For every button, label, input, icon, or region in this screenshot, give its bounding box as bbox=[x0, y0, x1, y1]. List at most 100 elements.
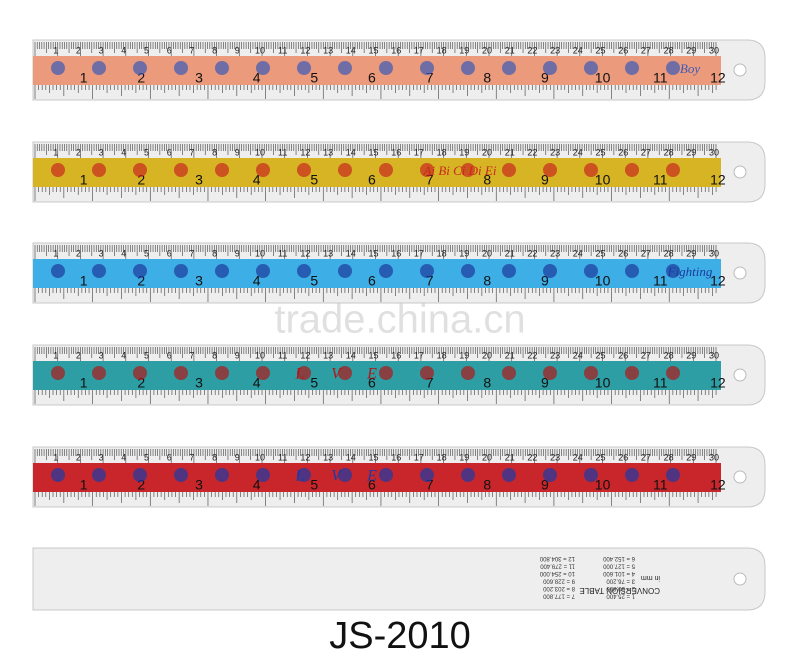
inch-label: 12 bbox=[710, 172, 726, 188]
cm-label: 21 bbox=[505, 350, 515, 360]
hang-hole bbox=[733, 63, 747, 77]
decor-icon bbox=[461, 468, 475, 482]
cm-label: 26 bbox=[618, 350, 628, 360]
conversion-title: CONVERSION TABLE bbox=[579, 586, 660, 595]
inch-label: 10 bbox=[595, 172, 611, 188]
inch-label: 7 bbox=[426, 172, 434, 188]
cm-label: 29 bbox=[686, 452, 696, 462]
decor-icon bbox=[543, 468, 557, 482]
inch-label: 11 bbox=[653, 172, 668, 188]
decor-icon bbox=[379, 163, 393, 177]
cm-label: 16 bbox=[391, 248, 401, 258]
cm-label: 7 bbox=[189, 45, 194, 55]
decor-icon bbox=[92, 61, 106, 75]
cm-label: 27 bbox=[641, 248, 651, 258]
cm-label: 25 bbox=[595, 452, 605, 462]
cm-label: 26 bbox=[618, 452, 628, 462]
cm-label: 19 bbox=[459, 452, 469, 462]
cm-label: 19 bbox=[459, 147, 469, 157]
cm-label: 6 bbox=[167, 147, 172, 157]
conversion-row: 12 = 304.800 bbox=[539, 555, 575, 561]
decor-icon bbox=[584, 264, 598, 278]
decor-word: L bbox=[295, 366, 305, 383]
decor-icon bbox=[338, 163, 352, 177]
hang-hole bbox=[733, 470, 747, 484]
cm-label: 10 bbox=[255, 147, 265, 157]
cm-label: 29 bbox=[686, 350, 696, 360]
inch-label: 6 bbox=[368, 477, 376, 493]
inch-label: 9 bbox=[541, 70, 549, 86]
inch-label: 8 bbox=[483, 273, 491, 289]
decor-icon bbox=[461, 61, 475, 75]
cm-label: 28 bbox=[664, 147, 674, 157]
decor-icon bbox=[133, 366, 147, 380]
inch-label: 5 bbox=[310, 477, 318, 493]
conversion-header: in mm bbox=[641, 574, 660, 581]
decor-word: E bbox=[366, 366, 377, 383]
color-band bbox=[33, 259, 721, 288]
decor-icon bbox=[666, 264, 680, 278]
cm-label: 10 bbox=[255, 45, 265, 55]
cm-label: 2 bbox=[76, 147, 81, 157]
cm-label: 30 bbox=[709, 147, 719, 157]
cm-label: 27 bbox=[641, 350, 651, 360]
decor-icon bbox=[502, 163, 516, 177]
inch-label: 7 bbox=[426, 477, 434, 493]
decor-word: V bbox=[331, 468, 343, 485]
cm-label: 21 bbox=[505, 452, 515, 462]
decor-icon bbox=[461, 163, 475, 177]
inch-label: 8 bbox=[483, 172, 491, 188]
decor-icon bbox=[297, 366, 311, 380]
decor-icon bbox=[51, 366, 65, 380]
inch-label: 4 bbox=[253, 172, 261, 188]
inch-label: 3 bbox=[195, 70, 203, 86]
decor-icon bbox=[666, 366, 680, 380]
cm-label: 24 bbox=[573, 452, 583, 462]
cm-label: 25 bbox=[595, 45, 605, 55]
cm-label: 7 bbox=[189, 248, 194, 258]
decor-icon bbox=[502, 61, 516, 75]
inch-label: 4 bbox=[253, 70, 261, 86]
decor-icon bbox=[379, 366, 393, 380]
cm-label: 25 bbox=[595, 350, 605, 360]
hang-hole bbox=[733, 368, 747, 382]
decor-word: Ai Bi Ci Di Ei bbox=[423, 163, 497, 178]
cm-label: 5 bbox=[144, 45, 149, 55]
cm-label: 2 bbox=[76, 248, 81, 258]
decor-icon bbox=[338, 264, 352, 278]
conversion-row: 5 = 127.000 bbox=[602, 562, 635, 568]
cm-label: 1 bbox=[53, 350, 58, 360]
cm-label: 20 bbox=[482, 350, 492, 360]
cm-label: 1 bbox=[53, 248, 58, 258]
inch-label: 9 bbox=[541, 273, 549, 289]
cm-label: 14 bbox=[346, 45, 356, 55]
inch-label: 2 bbox=[137, 70, 145, 86]
decor-icon bbox=[502, 264, 516, 278]
decor-icon bbox=[133, 61, 147, 75]
cm-label: 5 bbox=[144, 452, 149, 462]
decor-icon bbox=[256, 468, 270, 482]
cm-label: 16 bbox=[391, 147, 401, 157]
cm-label: 6 bbox=[167, 350, 172, 360]
inch-label: 5 bbox=[310, 375, 318, 391]
decor-icon bbox=[461, 264, 475, 278]
cm-label: 30 bbox=[709, 45, 719, 55]
inch-label: 3 bbox=[195, 477, 203, 493]
cm-label: 25 bbox=[595, 248, 605, 258]
conversion-row: 3 = 76.200 bbox=[606, 577, 635, 583]
decor-icon bbox=[92, 366, 106, 380]
cm-label: 1 bbox=[53, 45, 58, 55]
cm-label: 20 bbox=[482, 452, 492, 462]
inch-label: 9 bbox=[541, 172, 549, 188]
cm-label: 6 bbox=[167, 452, 172, 462]
cm-label: 19 bbox=[459, 248, 469, 258]
decor-icon bbox=[256, 366, 270, 380]
inch-label: 12 bbox=[710, 273, 726, 289]
decor-icon bbox=[543, 163, 557, 177]
inch-label: 10 bbox=[595, 477, 611, 493]
decor-word: L bbox=[295, 468, 305, 485]
cm-label: 4 bbox=[121, 45, 126, 55]
